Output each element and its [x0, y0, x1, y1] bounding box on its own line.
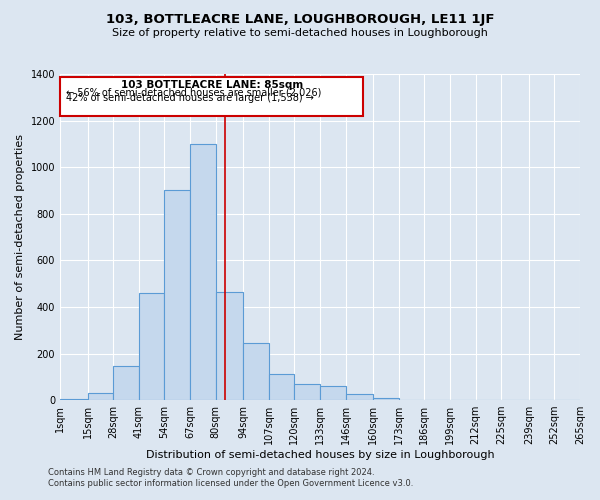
Text: Contains HM Land Registry data © Crown copyright and database right 2024.
Contai: Contains HM Land Registry data © Crown c…: [48, 468, 413, 487]
Bar: [190, 144, 215, 400]
Bar: [164, 190, 190, 400]
FancyBboxPatch shape: [60, 78, 364, 116]
Bar: [373, 398, 399, 400]
Bar: [215, 292, 243, 400]
Text: 103 BOTTLEACRE LANE: 85sqm: 103 BOTTLEACRE LANE: 85sqm: [121, 80, 303, 90]
Bar: [346, 394, 373, 400]
Bar: [295, 384, 320, 400]
Bar: [243, 343, 269, 400]
Bar: [139, 293, 164, 400]
Text: Size of property relative to semi-detached houses in Loughborough: Size of property relative to semi-detach…: [112, 28, 488, 38]
Text: 103, BOTTLEACRE LANE, LOUGHBOROUGH, LE11 1JF: 103, BOTTLEACRE LANE, LOUGHBOROUGH, LE11…: [106, 12, 494, 26]
Bar: [269, 374, 295, 400]
Text: 42% of semi-detached houses are larger (1,538) →: 42% of semi-detached houses are larger (…: [66, 94, 314, 104]
Text: ← 56% of semi-detached houses are smaller (2,026): ← 56% of semi-detached houses are smalle…: [66, 88, 322, 98]
Y-axis label: Number of semi-detached properties: Number of semi-detached properties: [15, 134, 25, 340]
Bar: [320, 386, 346, 400]
Bar: [60, 399, 88, 400]
Bar: [113, 366, 139, 400]
X-axis label: Distribution of semi-detached houses by size in Loughborough: Distribution of semi-detached houses by …: [146, 450, 494, 460]
Bar: [88, 393, 113, 400]
